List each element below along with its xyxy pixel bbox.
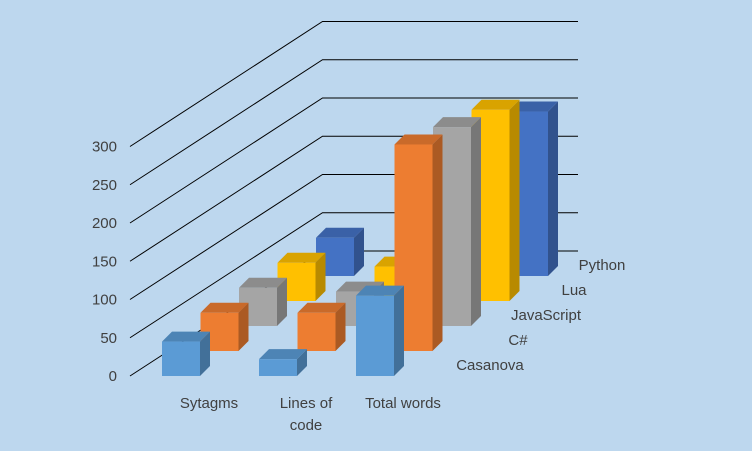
bar-top	[162, 331, 210, 342]
bar-top	[297, 302, 346, 313]
series-Casanova	[162, 285, 404, 376]
bar-front	[356, 295, 394, 376]
series-label: Lua	[561, 282, 587, 299]
bar-top	[239, 277, 287, 288]
x-tick-label: Total words	[365, 395, 441, 412]
bar	[356, 285, 404, 376]
bar-side	[432, 134, 443, 351]
series-label: Python	[579, 257, 626, 274]
bar-side	[277, 277, 287, 326]
x-axis: Sytagms Lines of code Total words	[180, 395, 441, 434]
gridline-300	[129, 21, 578, 147]
bar-side	[315, 252, 326, 301]
bar-top	[394, 134, 443, 145]
bar-side	[471, 117, 481, 326]
series-label: Casanova	[456, 357, 524, 374]
series-label: C#	[508, 332, 528, 349]
bar-side	[509, 99, 520, 301]
gridline-200	[129, 97, 578, 224]
bar-side	[238, 302, 249, 351]
bar-front	[162, 341, 200, 376]
gridline-250	[129, 59, 578, 186]
bar	[297, 302, 346, 351]
bar-top	[356, 285, 404, 296]
bar-front	[297, 312, 336, 351]
bar	[259, 349, 307, 376]
gridlines	[129, 21, 578, 377]
bar-side	[548, 101, 558, 277]
bar-front	[259, 359, 297, 376]
y-tick-label: 100	[92, 292, 117, 309]
y-tick-label: 250	[92, 177, 117, 194]
series-label: JavaScript	[511, 307, 582, 324]
y-axis: 0 50 100 150 200 250 300	[92, 139, 117, 386]
bar	[239, 277, 287, 326]
bar-top	[433, 117, 481, 128]
bar-side	[354, 227, 364, 276]
x-tick-label: code	[290, 417, 323, 434]
bar-top	[316, 227, 364, 238]
bar-side	[297, 349, 307, 376]
y-tick-label: 0	[109, 368, 117, 385]
bar-top	[200, 302, 249, 313]
bar-side	[200, 331, 210, 376]
y-tick-label: 200	[92, 215, 117, 232]
y-tick-label: 300	[92, 139, 117, 156]
x-tick-label: Lines of	[280, 395, 333, 412]
x-tick-label: Sytagms	[180, 395, 238, 412]
bar	[162, 331, 210, 376]
bar-top	[277, 252, 326, 263]
bar-top	[259, 349, 307, 360]
y-tick-label: 50	[100, 330, 117, 347]
bar-side	[335, 302, 346, 351]
bar-side	[394, 285, 404, 376]
bar-top	[471, 99, 520, 110]
y-tick-label: 150	[92, 253, 117, 270]
bars	[162, 99, 558, 376]
bar-top	[510, 101, 558, 112]
depth-axis: Casanova C# JavaScript Lua Python	[456, 257, 625, 374]
